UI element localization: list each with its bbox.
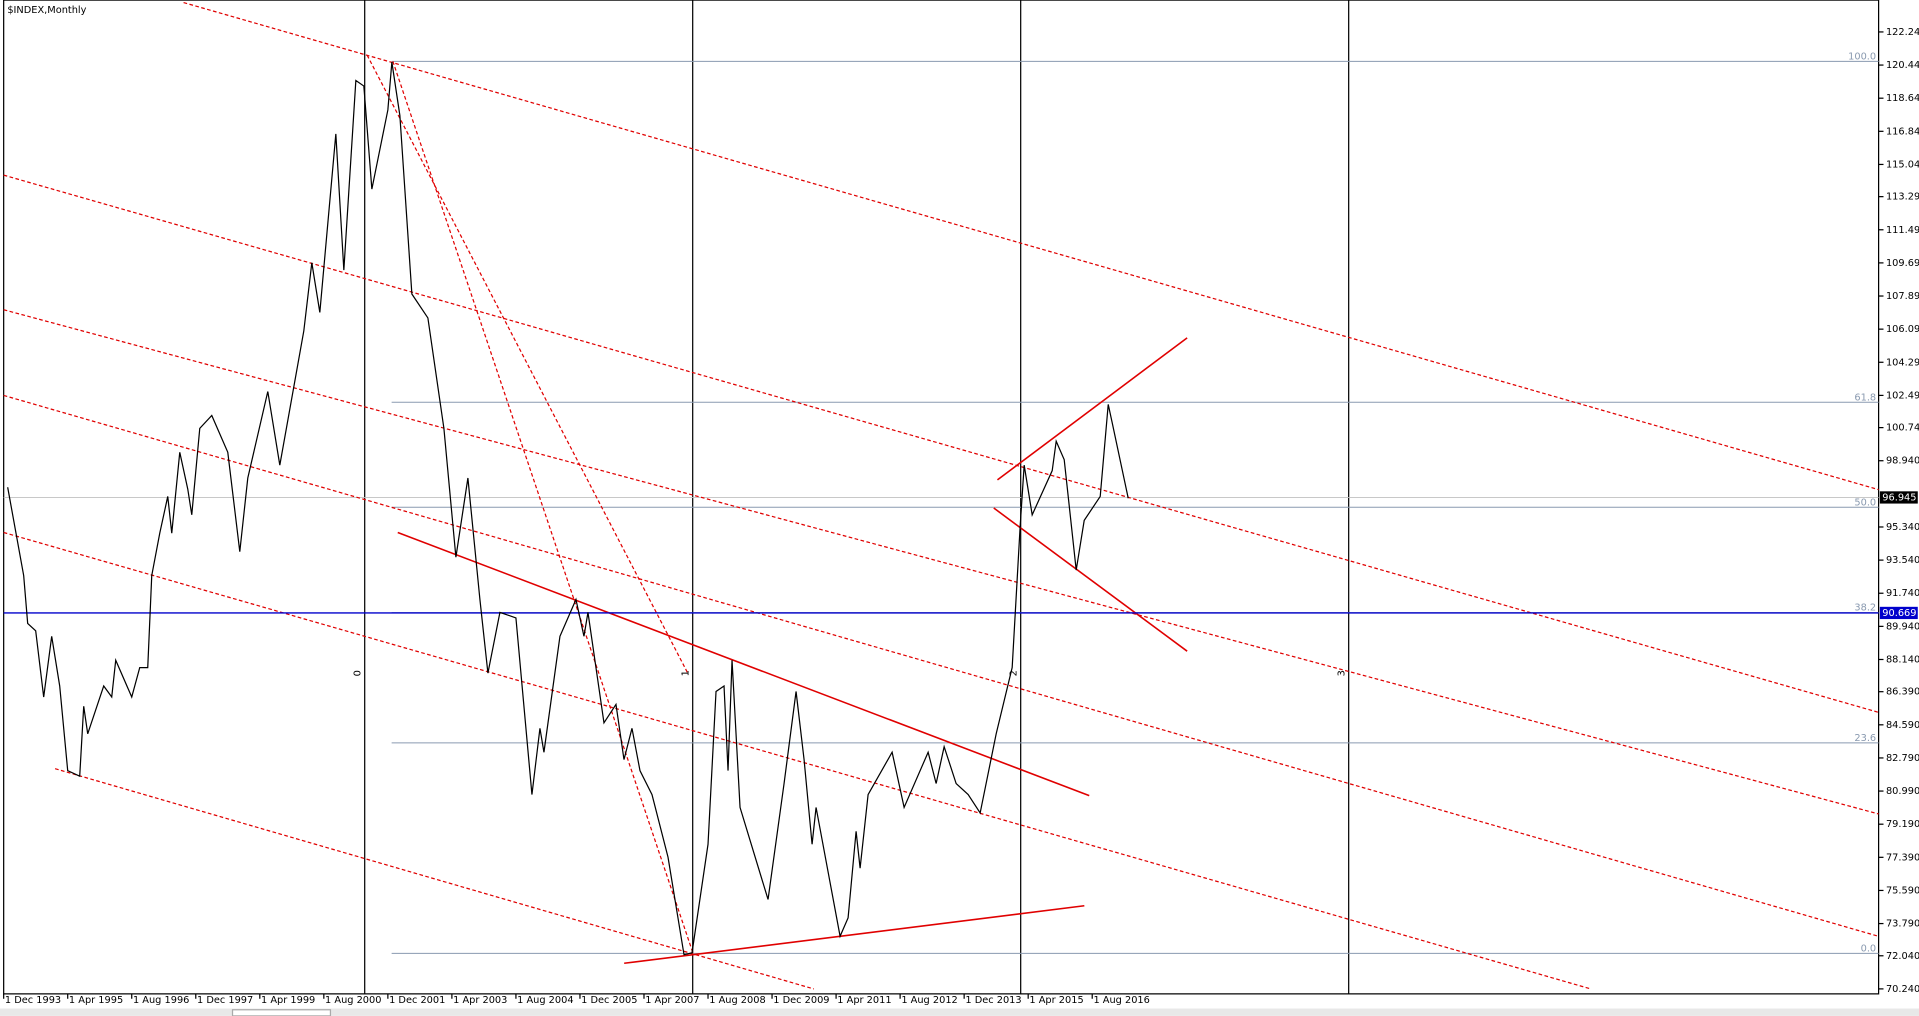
y-tick-label: 93.540 (1886, 555, 1919, 566)
trend-line (996, 337, 1188, 481)
y-tick-label: 72.040 (1886, 951, 1919, 962)
x-tick-label: 1 Aug 2008 (709, 995, 765, 1006)
y-tick-label: 100.740 (1886, 423, 1919, 434)
cycle-label: 1 (680, 670, 691, 676)
x-tick-label: 1 Apr 2007 (645, 995, 699, 1006)
fib-label: 61.8 (1854, 392, 1876, 403)
channel-line (54, 768, 815, 990)
fan-line (392, 61, 694, 953)
x-tick-label: 1 Dec 2013 (965, 995, 1021, 1006)
fib-label: 0.0 (1861, 943, 1877, 954)
y-tick-label: 98.940 (1886, 456, 1919, 467)
x-tick-label: 1 Dec 1997 (197, 995, 253, 1006)
x-tick-label: 1 Aug 2000 (325, 995, 381, 1006)
y-tick-label: 70.240 (1886, 984, 1919, 995)
trend-line (993, 507, 1188, 652)
x-tick-label: 1 Apr 1995 (69, 995, 123, 1006)
x-tick-label: 1 Dec 1993 (5, 995, 61, 1006)
fib-label: 50.0 (1854, 497, 1876, 508)
channel-line (3, 174, 1879, 713)
trend-line (624, 904, 1085, 965)
price-line (7, 62, 1129, 956)
x-tick-label: 1 Apr 2015 (1029, 995, 1083, 1006)
x-tick-label: 1 Aug 2016 (1093, 995, 1149, 1006)
y-tick-label: 80.990 (1886, 786, 1919, 797)
y-tick-label: 73.790 (1886, 919, 1919, 930)
y-tick-label: 75.590 (1886, 885, 1919, 896)
y-tick-label: 104.290 (1886, 357, 1919, 368)
x-tick-label: 1 Apr 2011 (837, 995, 891, 1006)
x-tick-label: 1 Dec 2001 (389, 995, 445, 1006)
cycle-label: 3 (1336, 670, 1347, 676)
y-tick-label: 115.040 (1886, 159, 1919, 170)
x-tick-label: 1 Dec 2009 (773, 995, 829, 1006)
tab-strip (0, 1008, 1919, 1016)
y-tick-label: 106.090 (1886, 324, 1919, 335)
channel-line (3, 309, 1879, 815)
y-tick-label: 116.840 (1886, 126, 1919, 137)
y-tick-label: 95.340 (1886, 522, 1919, 533)
y-tick-label: 113.290 (1886, 192, 1919, 203)
cycle-label: 0 (352, 670, 363, 676)
y-tick-label: 120.440 (1886, 60, 1919, 71)
trend-line (397, 531, 1090, 797)
y-tick-label: 118.640 (1886, 93, 1919, 104)
cycle-label: 2 (1008, 670, 1019, 676)
tab (231, 1009, 332, 1016)
fib-label: 23.6 (1854, 733, 1876, 744)
y-tick-label: 109.690 (1886, 258, 1919, 269)
x-tick-label: 1 Aug 2004 (517, 995, 573, 1006)
level-label: 90.669 (1882, 608, 1916, 619)
y-tick-label: 102.490 (1886, 390, 1919, 401)
x-tick-label: 1 Dec 2005 (581, 995, 637, 1006)
channel-line (3, 394, 1879, 937)
y-tick-label: 82.790 (1886, 753, 1919, 764)
fib-label: 38.2 (1854, 603, 1876, 614)
y-tick-label: 89.940 (1886, 621, 1919, 632)
y-tick-label: 86.390 (1886, 687, 1919, 698)
fib-label: 100.0 (1848, 51, 1876, 62)
x-tick-label: 1 Aug 1996 (133, 995, 189, 1006)
y-tick-label: 79.190 (1886, 819, 1919, 830)
x-tick-label: 1 Apr 1999 (261, 995, 315, 1006)
y-tick-label: 107.890 (1886, 291, 1919, 302)
x-tick-label: 1 Aug 2012 (901, 995, 957, 1006)
channel-line (183, 1, 1879, 491)
y-tick-label: 77.390 (1886, 852, 1919, 863)
y-tick-label: 91.740 (1886, 588, 1919, 599)
y-tick-label: 88.140 (1886, 654, 1919, 665)
chart-title: $INDEX,Monthly (7, 5, 86, 16)
current-price-label: 96.945 (1882, 492, 1916, 503)
level-box (1879, 606, 1918, 620)
y-tick-label: 84.590 (1886, 720, 1919, 731)
y-tick-label: 122.240 (1886, 27, 1919, 38)
trend-drawings (3, 1, 1879, 990)
x-tick-label: 1 Apr 2003 (453, 995, 507, 1006)
current-price-box (1879, 491, 1918, 504)
y-tick-label: 111.490 (1886, 225, 1919, 236)
